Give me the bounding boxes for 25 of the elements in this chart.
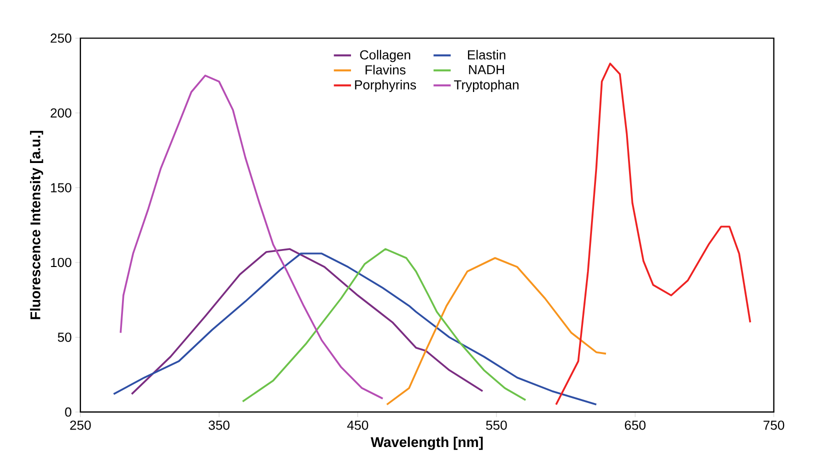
- x-tick-label: 750: [764, 420, 784, 430]
- y-tick-label: 100: [51, 258, 72, 267]
- y-tick-label: 50: [58, 332, 72, 342]
- line-series: [386, 256, 607, 406]
- line-series: [112, 252, 598, 406]
- x-tick-label: 650: [624, 420, 646, 430]
- legend-label: Porphyrins: [355, 80, 416, 92]
- x-axis-title: Wavelength [nm]: [370, 436, 483, 450]
- line-series: [242, 248, 526, 402]
- x-tick-label: 550: [486, 420, 507, 430]
- x-tick-label: 350: [208, 420, 230, 430]
- legend-label: Tryptophan: [454, 80, 518, 92]
- legend-label: NADH: [469, 64, 504, 74]
- y-tick-label: 250: [50, 33, 72, 43]
- x-tick-label: 250: [70, 420, 91, 430]
- legend-label: Elastin: [468, 50, 506, 60]
- line-series: [555, 62, 752, 406]
- x-tick-label: 450: [347, 420, 368, 430]
- y-tick-label: 150: [51, 182, 72, 192]
- y-tick-label: 200: [50, 108, 72, 118]
- legend-label: Flavins: [366, 64, 406, 74]
- line-series: [130, 248, 484, 395]
- y-axis-title: Fluorescence Intensity [a.u.]: [30, 130, 44, 319]
- y-tick-label: 0: [65, 407, 72, 416]
- legend-label: Collagen: [360, 50, 410, 62]
